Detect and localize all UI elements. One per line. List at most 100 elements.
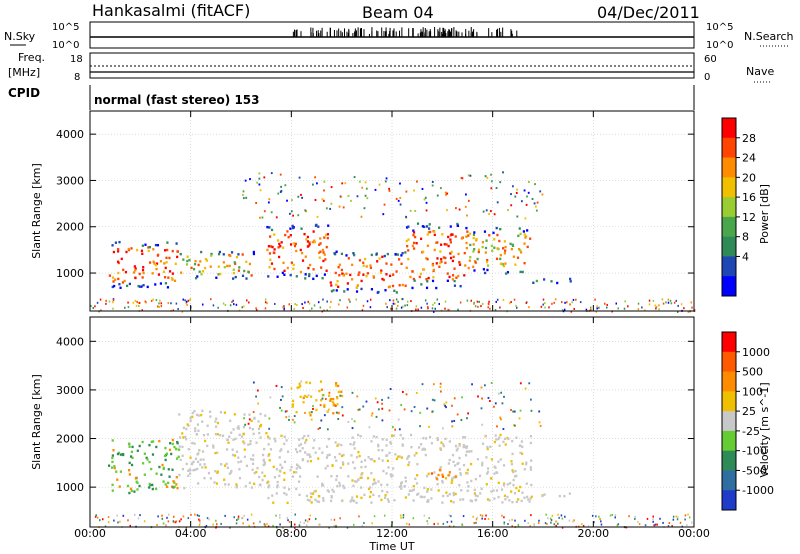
data-cell <box>279 463 282 467</box>
data-cell <box>185 300 188 303</box>
data-cell <box>176 441 179 445</box>
data-cell <box>472 250 475 253</box>
data-cell <box>515 304 517 307</box>
data-cell <box>473 269 476 272</box>
data-cell <box>477 305 479 308</box>
data-cell <box>340 443 343 447</box>
data-cell <box>301 436 304 440</box>
data-cell <box>458 483 461 487</box>
data-cell <box>186 259 189 263</box>
data-cell <box>440 257 443 261</box>
data-cell <box>541 193 544 196</box>
data-cell <box>394 453 397 456</box>
data-cell <box>347 257 350 260</box>
data-cell <box>167 302 170 305</box>
data-cell <box>473 522 475 525</box>
data-cell <box>483 230 487 233</box>
data-cell <box>527 181 530 184</box>
data-cell <box>235 303 238 306</box>
data-cell <box>478 474 482 478</box>
data-cell <box>163 249 167 252</box>
data-cell <box>166 286 170 289</box>
data-cell <box>515 486 518 490</box>
data-cell <box>356 195 359 198</box>
data-cell <box>416 462 419 466</box>
data-cell <box>381 438 384 441</box>
data-cell <box>280 434 283 438</box>
data-cell <box>176 250 179 253</box>
data-cell <box>409 433 413 437</box>
data-cell <box>495 187 498 190</box>
data-cell <box>387 500 390 503</box>
data-cell <box>243 442 246 445</box>
data-cell <box>428 517 430 520</box>
data-cell <box>298 438 301 441</box>
data-cell <box>339 517 341 520</box>
power-colorbar-label: Power [dB] <box>758 184 771 244</box>
data-cell <box>381 277 384 281</box>
data-cell <box>278 474 281 478</box>
data-cell <box>690 301 693 304</box>
data-cell <box>273 233 276 236</box>
data-cell <box>317 225 320 228</box>
data-cell <box>480 407 483 410</box>
data-cell <box>382 469 385 473</box>
data-cell <box>441 475 445 478</box>
x-tick-label: 00:00 <box>74 527 106 540</box>
data-cell <box>510 301 512 304</box>
data-cell <box>241 306 244 309</box>
data-cell <box>322 251 325 254</box>
data-cell <box>350 199 352 202</box>
data-cell <box>470 499 474 503</box>
data-cell <box>494 434 497 437</box>
data-cell <box>341 414 344 417</box>
data-cell <box>513 492 517 495</box>
colorbar-tick-label: 20 <box>742 171 756 184</box>
data-cell <box>263 463 266 466</box>
data-cell <box>436 241 439 244</box>
data-cell <box>150 299 153 302</box>
data-cell <box>676 518 679 521</box>
data-cell <box>436 438 439 441</box>
data-cell <box>526 245 529 249</box>
data-cell <box>210 252 213 256</box>
data-cell <box>186 423 189 426</box>
data-cell <box>388 189 391 192</box>
data-cell <box>454 444 458 448</box>
data-cell <box>375 253 378 256</box>
data-cell <box>465 226 468 230</box>
data-cell <box>439 250 442 253</box>
data-cell <box>108 300 111 303</box>
data-cell <box>342 274 345 277</box>
data-cell <box>485 456 488 459</box>
data-cell <box>314 198 317 201</box>
data-cell <box>298 386 301 389</box>
data-cell <box>135 480 138 483</box>
data-cell <box>388 409 391 412</box>
data-cell <box>328 526 330 529</box>
data-cell <box>486 268 489 272</box>
data-cell <box>528 382 531 385</box>
data-cell <box>352 461 355 464</box>
data-cell <box>484 175 487 178</box>
data-cell <box>275 468 279 471</box>
data-cell <box>517 248 521 251</box>
data-cell <box>142 284 145 287</box>
data-cell <box>450 233 453 236</box>
data-cell <box>197 482 200 485</box>
data-cell <box>249 457 253 461</box>
data-cell <box>134 269 137 272</box>
data-cell <box>687 513 689 516</box>
data-cell <box>482 268 485 271</box>
data-cell <box>187 474 190 478</box>
data-cell <box>516 215 519 218</box>
data-cell <box>105 302 107 305</box>
freq-tick-bottom: 8 <box>74 72 80 83</box>
data-cell <box>423 448 427 451</box>
data-cell <box>323 180 326 183</box>
data-cell <box>232 268 235 271</box>
data-cell <box>459 472 462 475</box>
data-cell <box>309 263 312 267</box>
data-cell <box>359 486 363 489</box>
x-tick-label: 08:00 <box>275 527 307 540</box>
